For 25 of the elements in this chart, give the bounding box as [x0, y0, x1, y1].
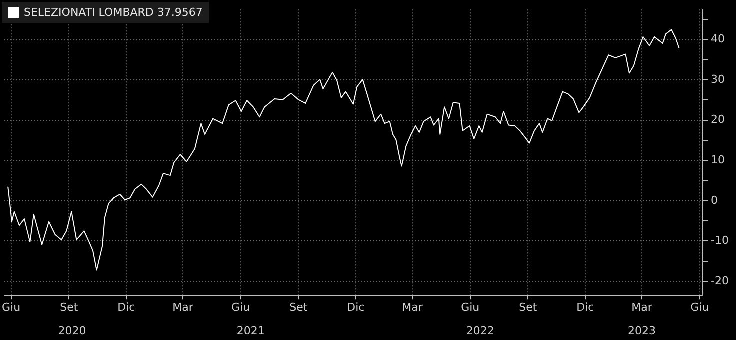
x-tick-label: Giu	[690, 301, 710, 314]
x-tick-label: Set	[519, 301, 538, 314]
x-tick-label: Giu	[461, 301, 480, 314]
x2-tick-label: 2023	[628, 324, 656, 338]
x-tick-label: Set	[60, 301, 79, 314]
y-tick-label: 0	[711, 194, 718, 207]
x-tick-label: Dic	[576, 301, 594, 314]
y-tick-label: 30	[711, 72, 726, 86]
x-tick-label: Giu	[232, 301, 250, 314]
x-tick-label: Mar	[402, 301, 424, 314]
x-tick-label: Dic	[118, 301, 136, 314]
legend-label: SELEZIONATI LOMBARD 37.9567	[24, 6, 203, 19]
x2-tick-label: 2021	[236, 324, 265, 338]
x-tick-label: Giu	[2, 301, 21, 314]
x-tick-label: Mar	[632, 301, 653, 314]
x2-tick-label: 2020	[58, 324, 86, 338]
x2-tick-label: 2022	[466, 324, 494, 338]
y-tick-label: -20	[711, 274, 729, 288]
y-tick-label: -10	[711, 234, 729, 248]
x-tick-label: Set	[290, 301, 308, 314]
y-tick-label: 20	[711, 113, 726, 126]
x-tick-label: Mar	[172, 301, 194, 314]
y-tick-label: 40	[711, 32, 726, 46]
x-tick-label: Dic	[347, 301, 365, 314]
y-tick-label: 10	[711, 154, 726, 167]
